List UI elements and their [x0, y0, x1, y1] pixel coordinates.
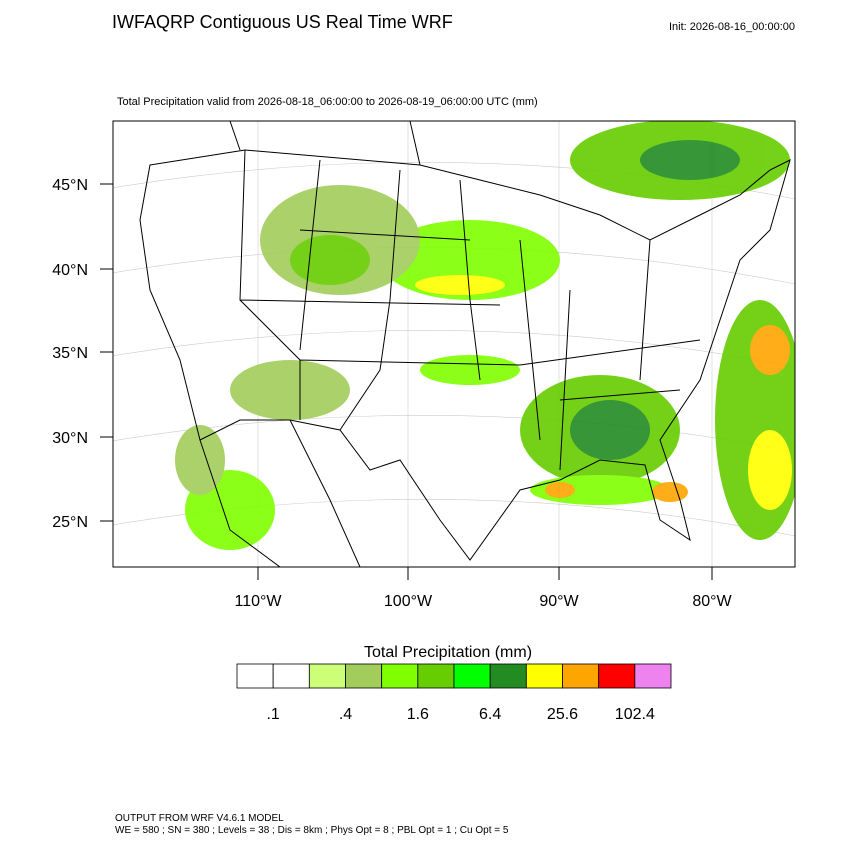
- state-lines: [239, 149, 701, 471]
- legend-swatch: [236, 663, 274, 689]
- legend-swatch: [453, 663, 491, 689]
- legend-swatch: [272, 663, 310, 689]
- lon-label: 110°W: [234, 593, 282, 610]
- lon-label: 100°W: [384, 593, 433, 610]
- legend-swatch: [489, 663, 527, 689]
- us-outline: [139, 149, 791, 561]
- lon-label: 80°W: [692, 593, 732, 610]
- legend-swatch: [598, 663, 636, 689]
- lat-label: 45°N: [52, 177, 88, 194]
- map: [112, 120, 796, 568]
- footer-line: WE = 580 ; SN = 380 ; Levels = 38 ; Dis …: [115, 825, 509, 836]
- lat-label: 25°N: [52, 514, 88, 531]
- legend-title: Total Precipitation (mm): [364, 644, 532, 661]
- legend-swatch: [562, 663, 600, 689]
- legend-label: 6.4: [479, 706, 501, 723]
- lat-label: 40°N: [52, 262, 88, 279]
- legend-swatch: [308, 663, 346, 689]
- precipitation: [175, 121, 795, 550]
- legend-swatch: [417, 663, 455, 689]
- lat-label: 35°N: [52, 345, 88, 362]
- lon-label: 90°W: [539, 593, 579, 610]
- legend-swatch: [381, 663, 419, 689]
- lat-label: 30°N: [52, 430, 88, 447]
- legend-swatch: [634, 663, 672, 689]
- legend-label: .4: [339, 706, 352, 723]
- title: IWFAQRP Contiguous US Real Time WRF: [112, 12, 453, 32]
- legend-label: 1.6: [407, 706, 429, 723]
- legend-swatch: [345, 663, 383, 689]
- mexico-canada: [199, 121, 421, 567]
- legend-label: 25.6: [547, 706, 578, 723]
- footer-line: OUTPUT FROM WRF V4.6.1 MODEL: [115, 813, 284, 824]
- subtitle: Total Precipitation valid from 2026-08-1…: [117, 96, 538, 108]
- legend-swatch: [525, 663, 563, 689]
- legend-label: .1: [266, 706, 279, 723]
- map-frame: [112, 120, 796, 568]
- init-time: Init: 2026-08-16_00:00:00: [669, 21, 795, 33]
- legend-label: 102.4: [615, 706, 655, 723]
